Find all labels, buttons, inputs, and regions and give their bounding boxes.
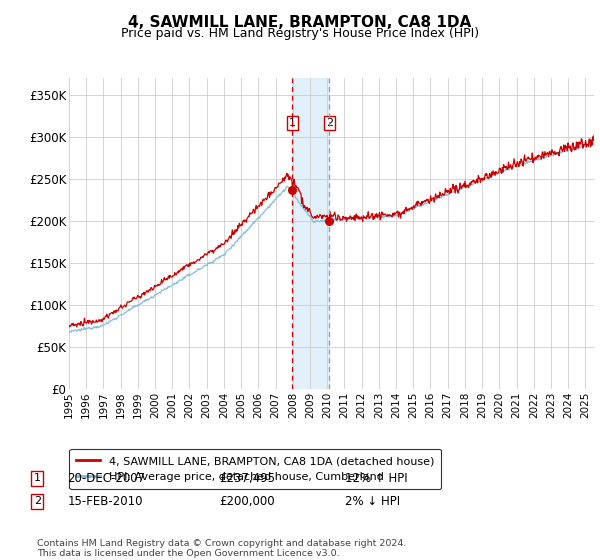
Text: 2: 2 <box>34 496 41 506</box>
Text: 20-DEC-2007: 20-DEC-2007 <box>67 472 145 485</box>
Text: 2% ↓ HPI: 2% ↓ HPI <box>345 494 400 508</box>
Text: £237,495: £237,495 <box>219 472 275 485</box>
Legend: 4, SAWMILL LANE, BRAMPTON, CA8 1DA (detached house), HPI: Average price, detache: 4, SAWMILL LANE, BRAMPTON, CA8 1DA (deta… <box>70 449 442 489</box>
Text: £200,000: £200,000 <box>219 494 275 508</box>
Text: Contains HM Land Registry data © Crown copyright and database right 2024.
This d: Contains HM Land Registry data © Crown c… <box>37 539 407 558</box>
Text: 1: 1 <box>34 473 41 483</box>
Text: Price paid vs. HM Land Registry's House Price Index (HPI): Price paid vs. HM Land Registry's House … <box>121 27 479 40</box>
Text: 4, SAWMILL LANE, BRAMPTON, CA8 1DA: 4, SAWMILL LANE, BRAMPTON, CA8 1DA <box>128 15 472 30</box>
Text: 15-FEB-2010: 15-FEB-2010 <box>67 494 143 508</box>
Text: 12% ↑ HPI: 12% ↑ HPI <box>345 472 407 485</box>
Bar <box>292 78 329 389</box>
Text: 2: 2 <box>326 119 333 128</box>
Text: 1: 1 <box>289 119 296 128</box>
